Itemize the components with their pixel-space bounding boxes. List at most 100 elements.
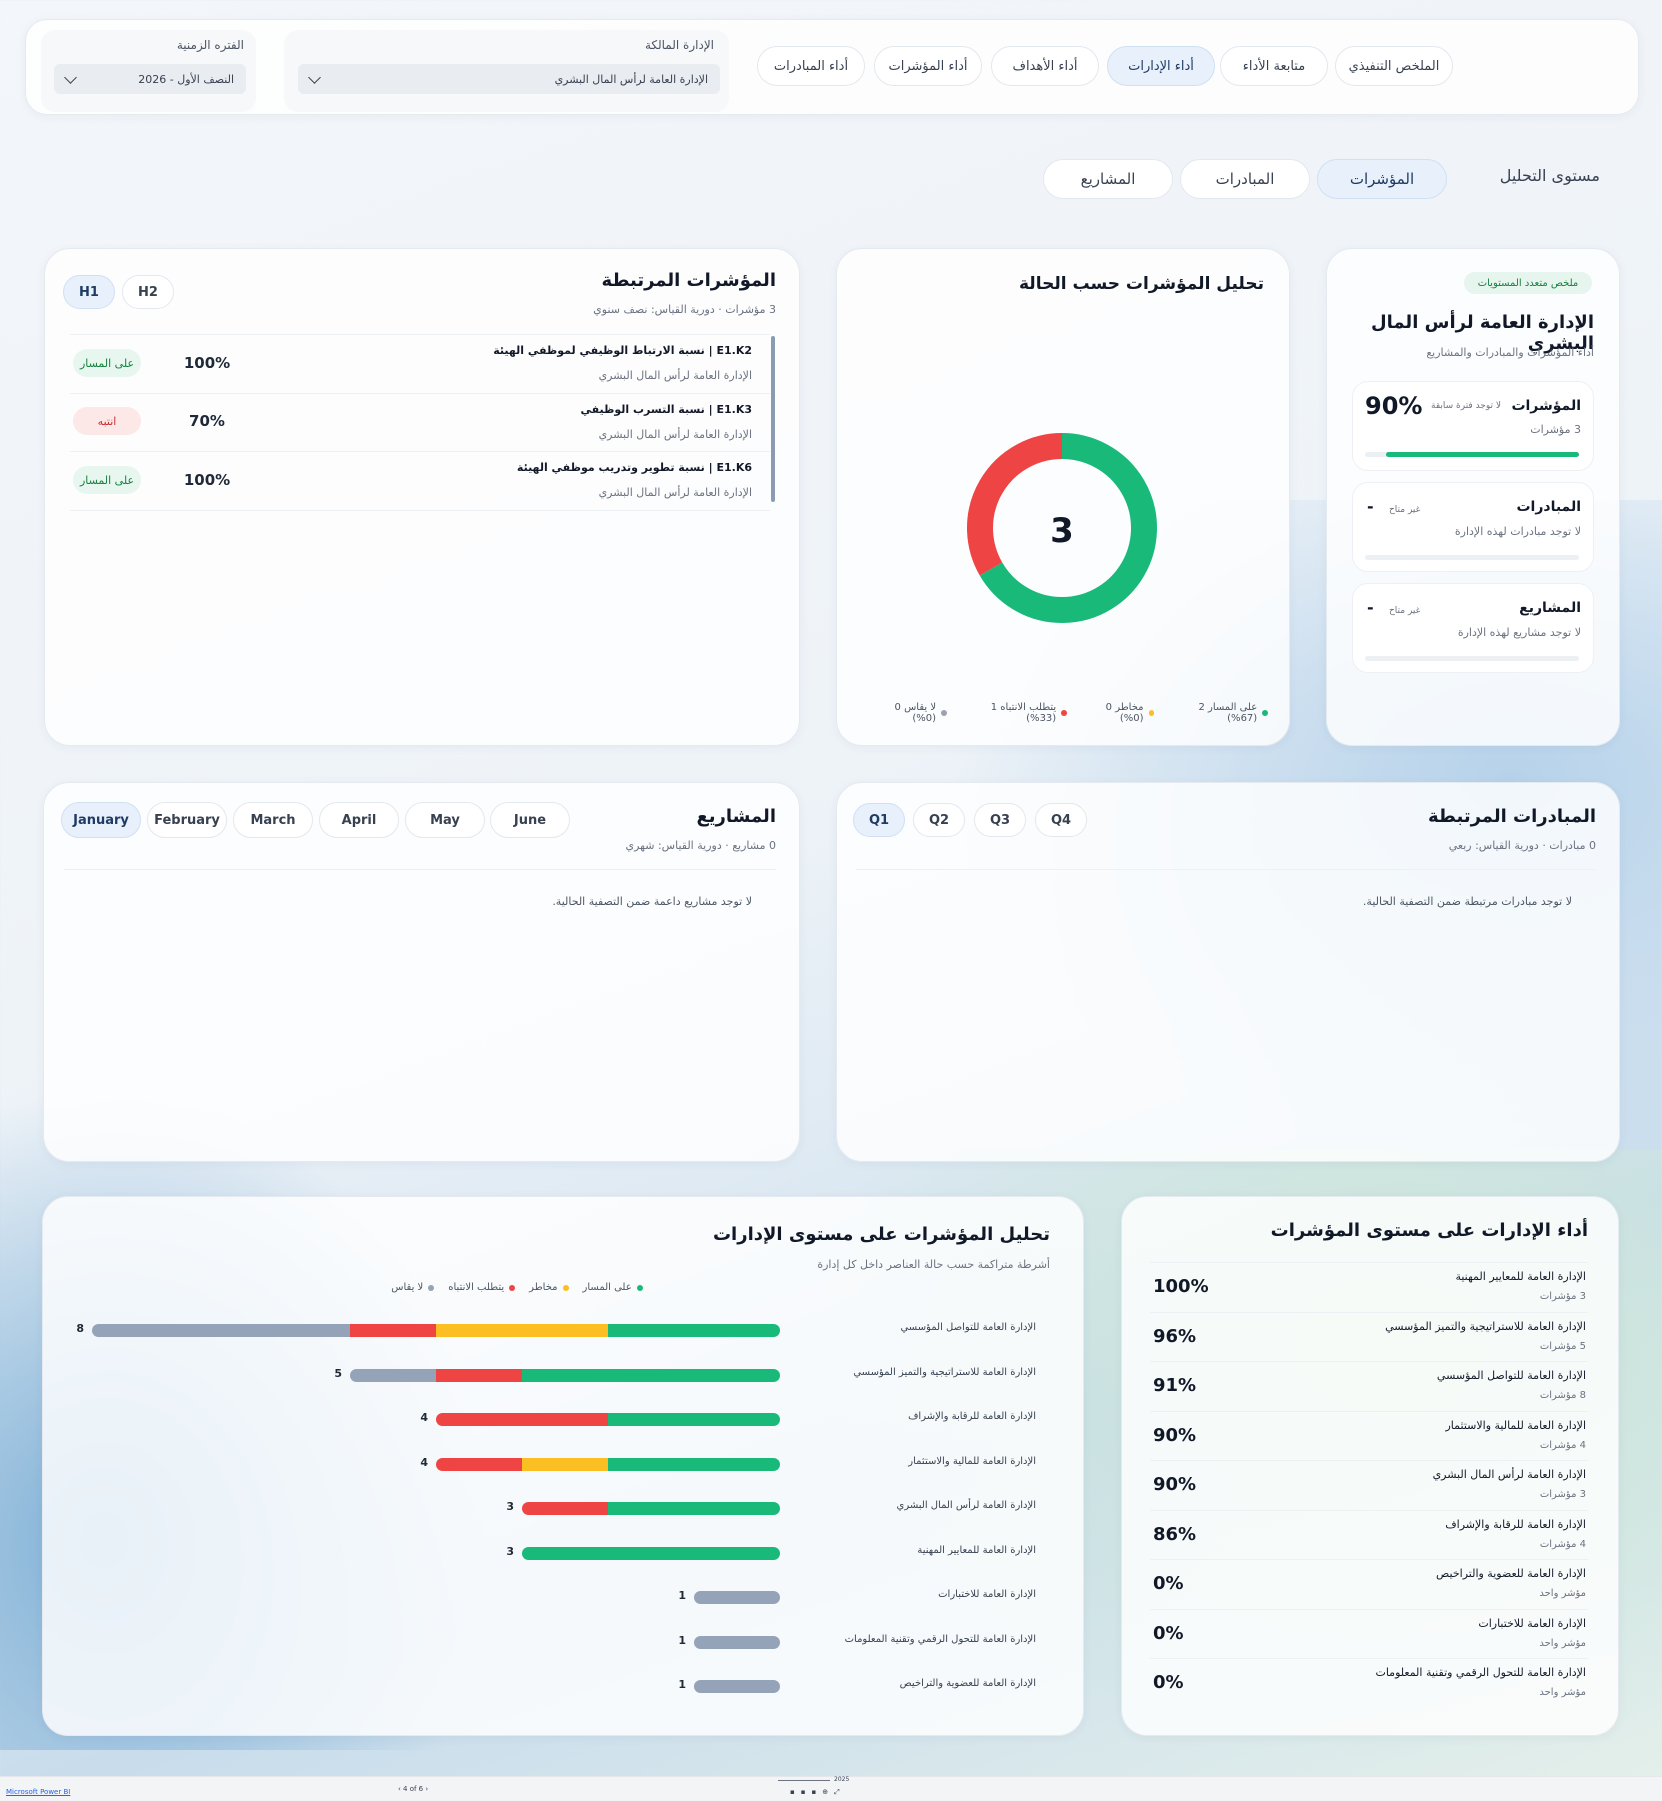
- bar-segment[interactable]: [608, 1457, 780, 1471]
- quarter-q4[interactable]: Q4: [1035, 803, 1087, 837]
- dept-bar[interactable]: [522, 1502, 780, 1515]
- bar-segment[interactable]: [608, 1324, 780, 1337]
- bar-segment[interactable]: [608, 1413, 780, 1426]
- kpi-value: 70%: [189, 412, 225, 430]
- month-june[interactable]: June: [490, 802, 570, 838]
- divider: [1150, 1262, 1588, 1263]
- bar-segment[interactable]: [522, 1546, 780, 1560]
- month-january[interactable]: January: [61, 802, 141, 838]
- bar-segment[interactable]: [608, 1502, 780, 1515]
- dept-bar[interactable]: [436, 1457, 780, 1471]
- dept-analysis-subtitle: أشرطة متراكمة حسب حالة العناصر داخل كل إ…: [817, 1258, 1050, 1271]
- summary-projects-card[interactable]: المشاريع لا توجد مشاريع لهذه الإدارة غير…: [1352, 583, 1594, 673]
- dept-kpi-count: 3 مؤشرات: [1539, 1291, 1586, 1302]
- dept-kpi-count: 4 مؤشرات: [1539, 1538, 1586, 1550]
- analysis-tab-kpis[interactable]: المؤشرات: [1317, 159, 1447, 199]
- donut-slice-0[interactable]: [979, 433, 1157, 623]
- divider: [1150, 1658, 1588, 1659]
- footer-app-link[interactable]: Microsoft Power BI: [6, 1788, 71, 1796]
- bar-segment[interactable]: [522, 1368, 780, 1382]
- dept-bar-label: الإدارة العامة للتواصل المؤسسي: [900, 1322, 1036, 1333]
- dept-name: الإدارة العامة للاختبارات: [1478, 1616, 1586, 1630]
- nav-tab-performance-tracking[interactable]: متابعة الأداء: [1220, 46, 1328, 86]
- nav-tab-departments-performance[interactable]: أداء الإدارات: [1107, 46, 1215, 86]
- dept-bar[interactable]: [694, 1591, 780, 1604]
- dept-bar[interactable]: [436, 1413, 780, 1426]
- quarter-q3[interactable]: Q3: [974, 803, 1026, 837]
- toggle-h1[interactable]: H1: [63, 275, 115, 309]
- legend-risk: مخاطر 0 (0%): [1081, 702, 1155, 724]
- bar-segment[interactable]: [694, 1591, 780, 1604]
- legend-risk: مخاطر: [529, 1282, 569, 1293]
- nav-tab-goals-performance[interactable]: أداء الأهداف: [991, 46, 1099, 86]
- bar-segment[interactable]: [436, 1324, 608, 1337]
- dept-bar[interactable]: [694, 1635, 780, 1649]
- dept-bar[interactable]: [694, 1680, 780, 1693]
- dept-performance-value: 0%: [1153, 1672, 1184, 1693]
- dept-performance-value: 0%: [1153, 1573, 1184, 1594]
- legend-dot: [1262, 710, 1268, 716]
- dept-bar[interactable]: [92, 1324, 780, 1337]
- dept-bar-total: 1: [678, 1589, 686, 1602]
- month-may[interactable]: May: [405, 802, 485, 838]
- bar-segment[interactable]: [694, 1680, 780, 1693]
- bar-segment[interactable]: [436, 1368, 522, 1382]
- month-march[interactable]: March: [233, 802, 313, 838]
- dept-bar-label: الإدارة العامة للتحول الرقمي وتقنية المع…: [844, 1633, 1036, 1645]
- bar-segment[interactable]: [436, 1413, 608, 1426]
- legend-dot: [562, 1284, 569, 1291]
- legend-dot: [636, 1284, 643, 1291]
- dept-kpi-count: مؤشر واحد: [1539, 1687, 1586, 1698]
- bar-segment[interactable]: [92, 1324, 350, 1337]
- analysis-tab-initiatives[interactable]: المبادرات: [1180, 159, 1310, 199]
- divider: [70, 393, 770, 394]
- kpi-value: 100%: [183, 471, 231, 489]
- bar-segment[interactable]: [350, 1324, 436, 1337]
- period-select[interactable]: النصف الأول - 2026: [54, 64, 246, 94]
- bar-segment[interactable]: [522, 1502, 608, 1515]
- chevron-down-icon: [64, 70, 77, 84]
- nav-tab-initiatives-performance[interactable]: أداء المبادرات: [757, 46, 865, 86]
- dept-bar[interactable]: [522, 1546, 780, 1560]
- summary-initiatives-card[interactable]: المبادرات لا توجد مبادرات لهذه الإدارة غ…: [1352, 482, 1594, 572]
- quarter-q2[interactable]: Q2: [913, 803, 965, 837]
- dept-performance-value: 0%: [1153, 1622, 1184, 1644]
- linked-initiatives-card: [836, 782, 1620, 1162]
- divider: [70, 510, 770, 511]
- donut-slice-2[interactable]: [967, 433, 1063, 576]
- footer-page-nav[interactable]: ‹ 4 of 6 ›: [398, 1785, 429, 1793]
- dept-bar-total: 1: [678, 1633, 686, 1647]
- summary-projects-progress: [1365, 656, 1579, 661]
- quarter-q1[interactable]: Q1: [853, 803, 905, 837]
- share-icons[interactable]: ▪▪▪⊕⤢: [790, 1788, 846, 1796]
- analysis-level-label: مستوى التحليل: [1499, 166, 1600, 185]
- month-february[interactable]: February: [147, 802, 227, 838]
- top-bar: الفتره الزمنية النصف الأول - 2026 الإدار…: [25, 19, 1639, 115]
- divider: [1150, 1361, 1588, 1362]
- dept-performance-title: أداء الإدارات على مستوى المؤشرات: [1270, 1220, 1588, 1241]
- divider: [1150, 1311, 1588, 1313]
- zoom-slider[interactable]: [778, 1780, 830, 1781]
- legend-dot: [428, 1284, 435, 1291]
- dept-name: الإدارة العامة للتواصل المؤسسي: [1436, 1369, 1586, 1382]
- nav-tab-kpis-performance[interactable]: أداء المؤشرات: [874, 46, 982, 86]
- divider: [1150, 1608, 1588, 1610]
- summary-kpis-note: لا توجد فترة سابقة: [1431, 401, 1502, 411]
- department-select[interactable]: الإدارة العامة لرأس المال البشري: [298, 64, 720, 94]
- status-analysis-card: [836, 248, 1290, 746]
- dept-bar[interactable]: [350, 1368, 780, 1382]
- summary-kpis-card[interactable]: المؤشرات 3 مؤشرات لا توجد فترة سابقة 90%: [1352, 381, 1594, 471]
- analysis-tab-projects[interactable]: المشاريع: [1043, 159, 1173, 199]
- bar-segment[interactable]: [694, 1635, 780, 1649]
- dept-performance-card: [1121, 1196, 1619, 1736]
- bar-segment[interactable]: [350, 1368, 436, 1382]
- toggle-h2[interactable]: H2: [122, 275, 174, 309]
- linked-kpis-subtitle: 3 مؤشرات · دورية القياس: نصف سنوي: [593, 303, 776, 316]
- month-april[interactable]: April: [319, 802, 399, 838]
- bar-segment[interactable]: [436, 1457, 522, 1471]
- bar-segment[interactable]: [522, 1457, 608, 1471]
- nav-tab-executive-summary[interactable]: الملخص التنفيذي: [1335, 46, 1453, 86]
- dept-bar-total: 4: [420, 1455, 428, 1469]
- scrollbar[interactable]: [771, 336, 775, 502]
- divider: [856, 869, 1596, 870]
